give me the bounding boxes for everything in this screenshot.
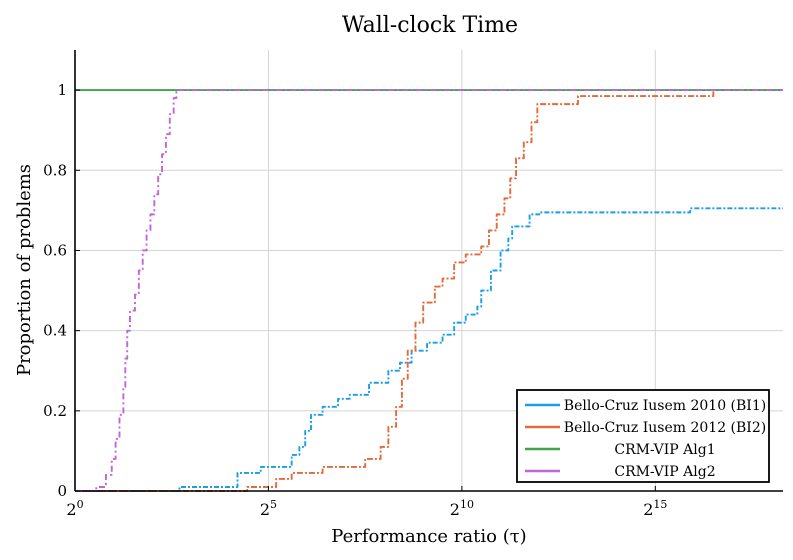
y-tick-label: 0.4 bbox=[43, 322, 67, 340]
x-tick-labels: 20 25 210 215 bbox=[66, 486, 667, 519]
legend-label: CRM-VIP Alg2 bbox=[614, 464, 715, 480]
legend-label: CRM-VIP Alg1 bbox=[614, 442, 715, 458]
series-line-4 bbox=[75, 89, 783, 492]
y-tick-label: 1 bbox=[57, 81, 67, 99]
y-tick-label: 0.2 bbox=[43, 402, 67, 420]
series-line-2 bbox=[75, 89, 783, 492]
y-tick-labels: 0 0.2 0.4 0.6 0.8 1 bbox=[43, 81, 80, 500]
legend-label: Bello-Cruz Iusem 2010 (BI1) bbox=[564, 398, 766, 414]
x-tick-label: 20 bbox=[66, 498, 83, 519]
grid-lines bbox=[75, 50, 783, 491]
y-tick-label: 0 bbox=[57, 482, 67, 500]
series-lines bbox=[75, 89, 783, 492]
y-axis-label: Proportion of problems bbox=[14, 164, 35, 376]
x-tick-label: 210 bbox=[450, 498, 474, 519]
legend: Bello-Cruz Iusem 2010 (BI1) Bello-Cruz Iu… bbox=[516, 389, 770, 483]
x-axis-label: Performance ratio (τ) bbox=[331, 526, 526, 547]
legend-label: Bello-Cruz Iusem 2012 (BI2) bbox=[564, 420, 766, 436]
legend-entries: Bello-Cruz Iusem 2010 (BI1) Bello-Cruz Iu… bbox=[525, 398, 766, 480]
x-tick-label: 25 bbox=[260, 498, 277, 519]
chart-title: Wall-clock Time bbox=[342, 13, 518, 38]
y-tick-label: 0.8 bbox=[43, 161, 67, 179]
x-tick-label: 215 bbox=[643, 498, 667, 519]
y-tick-label: 0.6 bbox=[43, 241, 67, 259]
series-line-1 bbox=[75, 207, 783, 492]
